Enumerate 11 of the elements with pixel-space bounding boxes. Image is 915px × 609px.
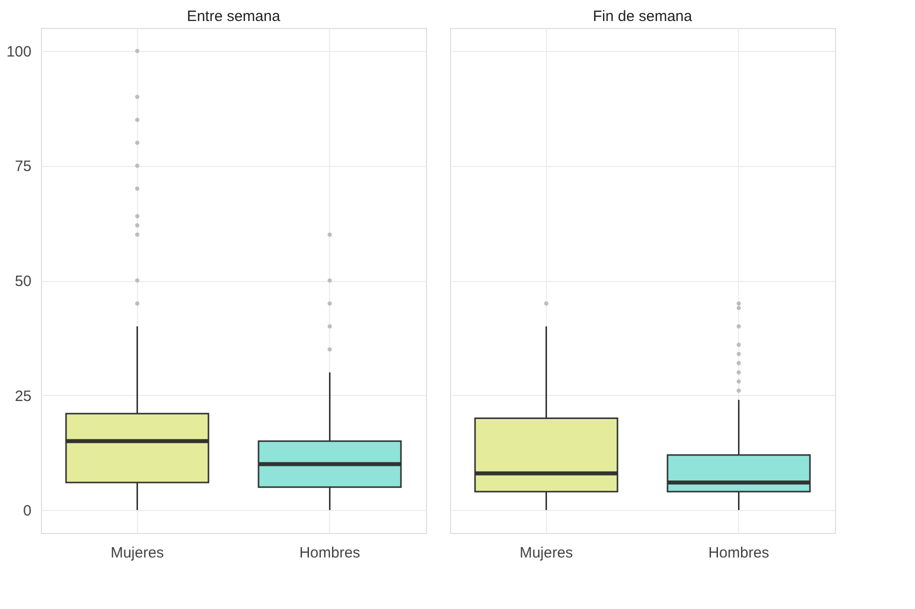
y-tick-label: 100: [6, 43, 32, 60]
chart-title: Entre semana: [186, 8, 281, 25]
chart-title: Fin de semana: [592, 8, 693, 25]
y-tick-label: 25: [14, 388, 32, 405]
x-tick-label: Mujeres: [110, 544, 164, 562]
x-tick-label: Hombres: [708, 544, 770, 562]
x-tick-label: Mujeres: [520, 544, 573, 562]
x-tick-label: Hombres: [299, 544, 360, 562]
y-tick-label: 0: [23, 502, 32, 520]
y-tick-label: 50: [14, 273, 32, 290]
y-tick-label: 75: [14, 158, 32, 176]
